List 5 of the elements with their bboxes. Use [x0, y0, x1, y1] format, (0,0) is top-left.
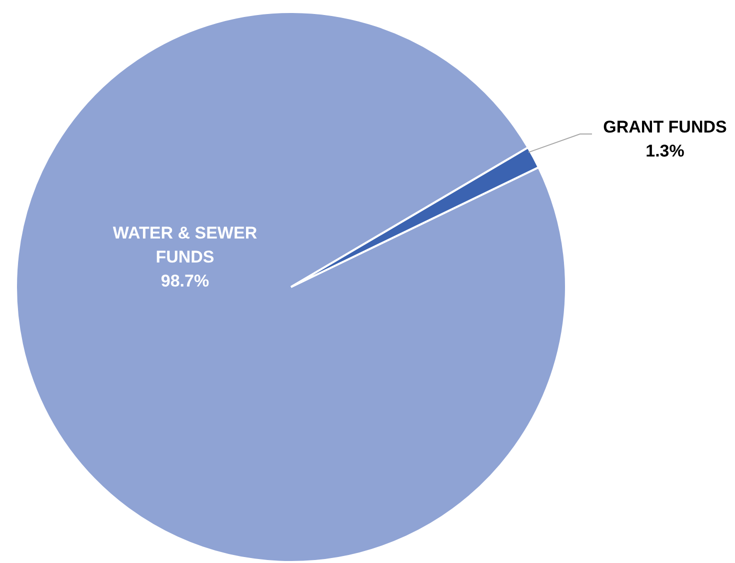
data-label: 98.7% [160, 271, 210, 290]
slice-label: GRANT FUNDS [603, 117, 727, 136]
slice-label: WATER & SEWER FUNDS [112, 223, 258, 266]
data-label: 1.3% [646, 141, 684, 160]
pie-slice [290, 146, 540, 288]
